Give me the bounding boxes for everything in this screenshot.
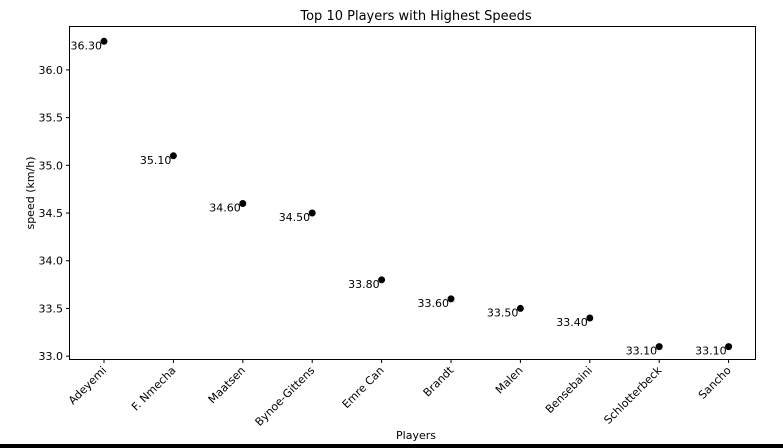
data-point bbox=[725, 343, 733, 351]
x-tick-label: F. Nmecha bbox=[129, 364, 179, 414]
data-label: 33.60 bbox=[418, 297, 450, 310]
y-axis: 33.0 33.5 34.0 34.5 35.0 35.5 36.0 bbox=[39, 64, 70, 363]
data-label: 35.10 bbox=[140, 154, 172, 167]
x-tick-label: Malen bbox=[493, 364, 526, 397]
y-tick-label: 33.5 bbox=[39, 302, 64, 315]
data-point bbox=[586, 314, 594, 322]
data-label: 33.10 bbox=[695, 345, 727, 358]
data-label: 33.40 bbox=[556, 316, 588, 329]
data-point bbox=[655, 343, 663, 351]
x-tick-label: Emre Can bbox=[340, 364, 387, 411]
data-point bbox=[447, 295, 455, 303]
data-points bbox=[100, 37, 733, 351]
data-labels: 36.30 35.10 34.60 34.50 33.80 33.60 33.50 33.40… bbox=[71, 39, 727, 357]
y-tick-label: 33.0 bbox=[39, 350, 64, 363]
x-axis-label: Players bbox=[396, 429, 436, 442]
x-tick-label: Adeyemi bbox=[66, 364, 109, 407]
y-axis-label: speed (km/h) bbox=[24, 156, 37, 229]
data-label: 34.50 bbox=[279, 211, 311, 224]
y-tick-label: 35.5 bbox=[39, 112, 64, 125]
data-label: 34.60 bbox=[209, 201, 241, 214]
y-tick-label: 34.5 bbox=[39, 207, 64, 220]
x-tick-label: Sancho bbox=[696, 364, 734, 402]
x-axis: Adeyemi F. Nmecha Maatsen Bynoe-Gittens Emre… bbox=[66, 359, 734, 429]
x-tick-label: Bynoe-Gittens bbox=[253, 364, 318, 429]
data-label: 36.30 bbox=[71, 39, 103, 52]
window-bottom-border bbox=[0, 444, 783, 448]
data-point bbox=[169, 152, 177, 160]
data-point bbox=[308, 209, 316, 217]
data-point bbox=[239, 199, 247, 207]
x-tick-label: Bensebaini bbox=[543, 364, 595, 416]
x-tick-label: Maatsen bbox=[206, 364, 248, 406]
plot-area bbox=[69, 26, 756, 360]
data-point bbox=[516, 304, 524, 312]
x-tick-label: Brandt bbox=[421, 363, 457, 399]
data-point bbox=[100, 37, 108, 45]
y-tick-label: 35.0 bbox=[39, 159, 64, 172]
chart-title: Top 10 Players with Highest Speeds bbox=[299, 9, 531, 24]
data-point bbox=[378, 276, 386, 284]
y-tick-label: 34.0 bbox=[39, 255, 64, 268]
x-tick-label: Schlotterbeck bbox=[601, 363, 664, 426]
data-label: 33.50 bbox=[487, 306, 519, 319]
data-label: 33.80 bbox=[348, 278, 380, 291]
data-label: 33.10 bbox=[626, 345, 658, 358]
y-tick-label: 36.0 bbox=[39, 64, 64, 77]
